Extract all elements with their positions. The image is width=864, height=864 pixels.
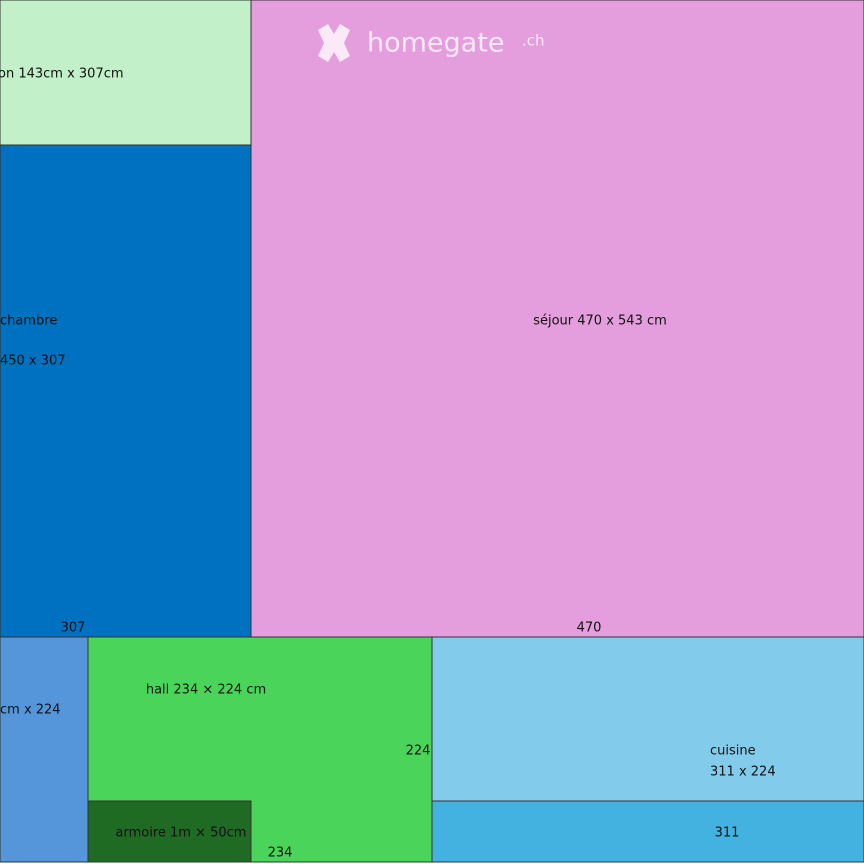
room-chambre	[0, 144, 252, 638]
room-label: séjour 470 x 543 cm	[533, 314, 667, 329]
room-cuisine	[431, 636, 864, 802]
room-label: cm x 224	[0, 703, 61, 718]
room-label: on 143cm x 307cm	[0, 67, 124, 82]
room-label: cuisine	[710, 744, 756, 759]
room-left	[0, 636, 89, 863]
room-cuisine-lower	[431, 800, 864, 863]
dimension: 224	[406, 744, 431, 759]
dimension: 470	[577, 621, 602, 636]
logo-name: homegate	[367, 28, 504, 59]
room-armoire	[87, 800, 252, 863]
logo-suffix: .ch	[522, 32, 545, 50]
room-label: armoire 1m × 50cm	[116, 826, 247, 841]
room-sejour	[250, 0, 864, 638]
room-size: 450 x 307	[0, 354, 66, 369]
room-salon	[0, 0, 252, 146]
dimension: 234	[268, 846, 293, 861]
logo-icon	[318, 24, 350, 62]
dimension: 307	[61, 621, 86, 636]
room-size: 311 x 224	[710, 765, 776, 780]
dimension: 311	[715, 826, 740, 841]
room-label: hall 234 × 224 cm	[146, 683, 266, 698]
room-label: chambre	[0, 314, 57, 329]
logo: homegate .ch	[318, 24, 545, 62]
